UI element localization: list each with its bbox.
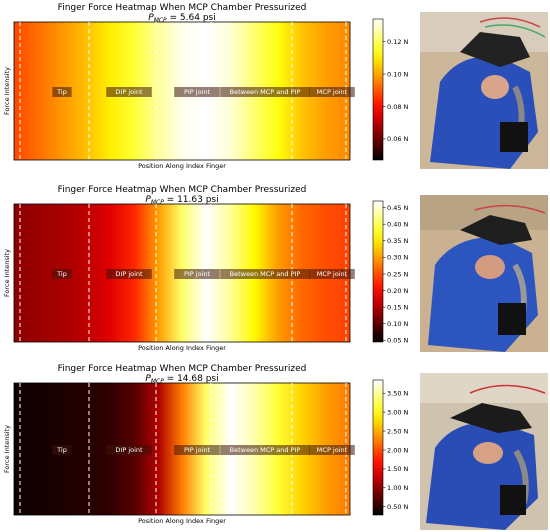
chart-subtitle: PMCP = 11.63 psi bbox=[145, 195, 218, 206]
x-axis-label: Position Along Index Finger bbox=[138, 162, 226, 170]
colorbar-tick-label: 0.15 N bbox=[387, 303, 409, 311]
region-label: Between MCP and PIP bbox=[230, 270, 301, 278]
region-label: PIP joint bbox=[184, 88, 211, 96]
x-axis-label: Position Along Index Finger bbox=[138, 517, 226, 525]
colorbar-tick-label: 0.30 N bbox=[387, 254, 409, 262]
heatmap-panel-3: Finger Force Heatmap When MCP Chamber Pr… bbox=[3, 364, 409, 525]
region-label-bg bbox=[220, 445, 310, 455]
colorbar-tick-label: 0.05 N bbox=[387, 337, 409, 345]
colorbar-tick-label: 1.50 N bbox=[387, 465, 409, 473]
region-label-bg bbox=[106, 87, 152, 97]
region-label: DIP joint bbox=[115, 446, 143, 454]
colorbar-tick-label: 0.10 N bbox=[387, 70, 409, 78]
chart-title: Finger Force Heatmap When MCP Chamber Pr… bbox=[58, 185, 307, 195]
region-label: MCP joint bbox=[317, 270, 348, 278]
region-label-bg bbox=[106, 269, 152, 279]
colorbar-tick-label: 0.45 N bbox=[387, 204, 409, 212]
region-label: Between MCP and PIP bbox=[230, 88, 301, 96]
region-label-bg bbox=[309, 445, 355, 455]
region-label-bg bbox=[174, 269, 220, 279]
colorbar-tick-label: 2.50 N bbox=[387, 427, 409, 435]
region-label-bg bbox=[52, 87, 72, 97]
chart-subtitle: PMCP = 14.68 psi bbox=[145, 374, 218, 385]
chart-title: Finger Force Heatmap When MCP Chamber Pr… bbox=[58, 364, 307, 374]
region-label: Tip bbox=[56, 88, 67, 96]
region-label-bg bbox=[174, 445, 220, 455]
colorbar bbox=[372, 18, 384, 161]
colorbar-tick-label: 2.00 N bbox=[387, 446, 409, 454]
region-label-bg bbox=[174, 87, 220, 97]
colorbar-tick-label: 0.10 N bbox=[387, 320, 409, 328]
colorbar-tick-label: 0.40 N bbox=[387, 221, 409, 229]
colorbar-tick-label: 3.00 N bbox=[387, 408, 409, 416]
region-label: Tip bbox=[56, 446, 67, 454]
colorbar-tick-label: 0.20 N bbox=[387, 287, 409, 295]
region-label-bg bbox=[309, 269, 355, 279]
colorbar-tick-label: 0.25 N bbox=[387, 270, 409, 278]
region-label: DIP joint bbox=[115, 88, 143, 96]
x-axis-label: Position Along Index Finger bbox=[138, 344, 226, 352]
chart-title: Finger Force Heatmap When MCP Chamber Pr… bbox=[58, 3, 307, 13]
chart-subtitle: PMCP = 5.64 psi bbox=[148, 13, 216, 24]
region-label: DIP joint bbox=[115, 270, 143, 278]
region-label-bg bbox=[52, 269, 72, 279]
region-label-bg bbox=[52, 445, 72, 455]
y-axis-label: Force Intensity bbox=[3, 67, 11, 115]
region-label: Tip bbox=[56, 270, 67, 278]
glove-photo-2 bbox=[420, 195, 548, 352]
colorbar-tick-label: 1.00 N bbox=[387, 484, 409, 492]
colorbar-tick-label: 0.12 N bbox=[387, 38, 409, 46]
region-label: MCP joint bbox=[317, 88, 348, 96]
region-label-bg bbox=[106, 445, 152, 455]
glove-photo-3 bbox=[420, 373, 548, 530]
colorbar-tick-label: 0.08 N bbox=[387, 103, 409, 111]
region-label: PIP joint bbox=[184, 446, 211, 454]
colorbar bbox=[372, 379, 384, 516]
region-label-bg bbox=[220, 87, 310, 97]
colorbar bbox=[372, 200, 384, 343]
region-label: Between MCP and PIP bbox=[230, 446, 301, 454]
region-label-bg bbox=[309, 87, 355, 97]
colorbar-tick-label: 0.35 N bbox=[387, 237, 409, 245]
region-label-bg bbox=[220, 269, 310, 279]
colorbar-tick-label: 0.06 N bbox=[387, 135, 409, 143]
glove-photo-1 bbox=[420, 12, 548, 169]
colorbar-tick-label: 3.50 N bbox=[387, 390, 409, 398]
colorbar-tick-label: 0.50 N bbox=[387, 503, 409, 511]
y-axis-label: Force Intensity bbox=[3, 425, 11, 473]
y-axis-label: Force Intensity bbox=[3, 249, 11, 297]
heatmap-panel-2: Finger Force Heatmap When MCP Chamber Pr… bbox=[3, 185, 409, 352]
region-label: MCP joint bbox=[317, 446, 348, 454]
region-label: PIP joint bbox=[184, 270, 211, 278]
heatmap-panel-1: Finger Force Heatmap When MCP Chamber Pr… bbox=[3, 3, 409, 170]
